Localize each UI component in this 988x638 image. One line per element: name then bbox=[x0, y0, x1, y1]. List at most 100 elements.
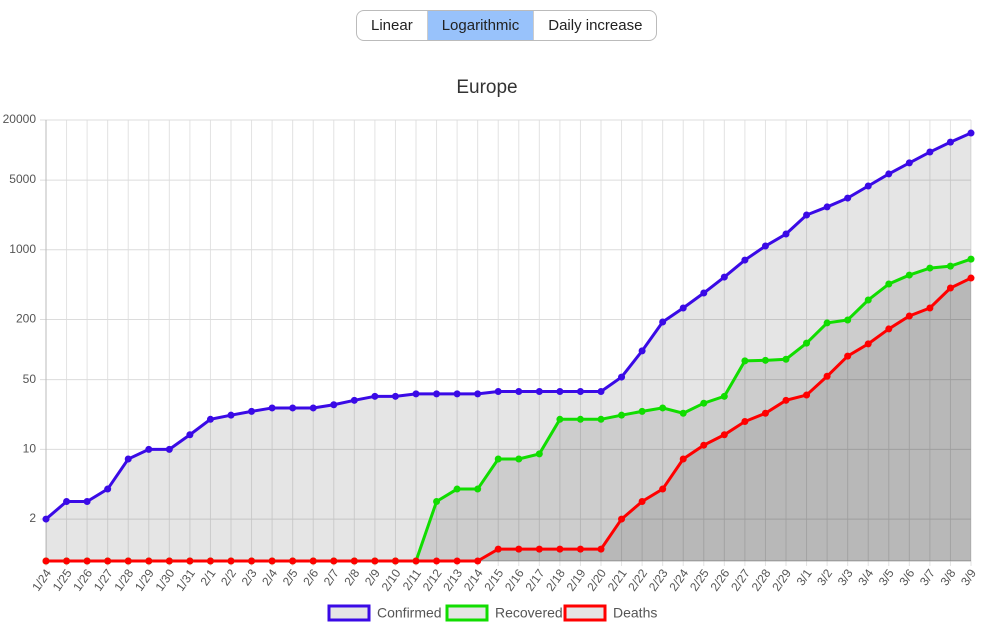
x-tick-label: 1/25 bbox=[50, 566, 75, 593]
x-tick-label: 3/6 bbox=[896, 566, 917, 588]
x-tick-label: 2/25 bbox=[687, 566, 712, 593]
point bbox=[42, 557, 50, 565]
point bbox=[206, 415, 214, 423]
point bbox=[206, 557, 214, 565]
x-tick-label: 1/24 bbox=[29, 566, 54, 593]
point bbox=[145, 557, 153, 565]
point bbox=[391, 392, 399, 400]
x-tick-label: 2/1 bbox=[197, 566, 218, 588]
point bbox=[42, 515, 50, 523]
point bbox=[720, 392, 728, 400]
point bbox=[700, 441, 708, 449]
x-tick-label: 3/7 bbox=[917, 566, 938, 588]
y-tick-label: 50 bbox=[23, 372, 37, 386]
x-tick-label: 2/12 bbox=[420, 566, 445, 593]
point bbox=[823, 319, 831, 327]
y-tick-label: 5000 bbox=[9, 172, 36, 186]
x-tick-label: 2/18 bbox=[543, 566, 568, 593]
x-tick-label: 2/21 bbox=[605, 566, 630, 593]
x-tick-label: 2/22 bbox=[625, 566, 650, 593]
x-tick-label: 3/2 bbox=[814, 566, 835, 588]
y-tick-label: 10 bbox=[23, 442, 37, 456]
point bbox=[453, 485, 461, 493]
point bbox=[165, 557, 173, 565]
point bbox=[268, 404, 276, 412]
point bbox=[905, 159, 913, 167]
point bbox=[515, 545, 523, 553]
point bbox=[803, 211, 811, 219]
point bbox=[844, 316, 852, 324]
point bbox=[371, 557, 379, 565]
point bbox=[659, 318, 667, 326]
x-tick-label: 2/5 bbox=[280, 566, 301, 588]
x-tick-label: 2/17 bbox=[523, 566, 548, 593]
scale-switch: Linear Logarithmic Daily increase bbox=[356, 10, 658, 41]
x-tick-label: 1/31 bbox=[173, 566, 198, 593]
point bbox=[515, 455, 523, 463]
point bbox=[535, 387, 543, 395]
x-tick-label: 1/30 bbox=[153, 566, 178, 593]
x-tick-label: 3/1 bbox=[794, 566, 815, 588]
x-tick-label: 2/19 bbox=[564, 566, 589, 593]
scale-button[interactable]: Logarithmic bbox=[426, 11, 534, 40]
point bbox=[576, 415, 584, 423]
point bbox=[494, 387, 502, 395]
point bbox=[844, 352, 852, 360]
point bbox=[700, 289, 708, 297]
scale-button[interactable]: Linear bbox=[371, 17, 413, 34]
x-tick-label: 2/3 bbox=[239, 566, 260, 588]
point bbox=[679, 409, 687, 417]
chart-title: Europe bbox=[456, 77, 517, 98]
x-tick-label: 2/13 bbox=[440, 566, 465, 593]
point bbox=[679, 304, 687, 312]
point bbox=[391, 557, 399, 565]
point bbox=[474, 390, 482, 398]
point bbox=[576, 387, 584, 395]
point bbox=[576, 545, 584, 553]
x-tick-label: 2/10 bbox=[379, 566, 404, 593]
point bbox=[474, 557, 482, 565]
point bbox=[556, 415, 564, 423]
point bbox=[864, 182, 872, 190]
x-tick-label: 2/14 bbox=[461, 566, 486, 593]
series-line bbox=[46, 276, 972, 563]
point bbox=[330, 557, 338, 565]
scale-button[interactable]: Daily increase bbox=[533, 11, 656, 40]
point bbox=[946, 138, 954, 146]
x-tick-label: 2/16 bbox=[502, 566, 527, 593]
point bbox=[535, 450, 543, 458]
x-tick-label: 2/11 bbox=[400, 566, 425, 593]
x-tick-label: 3/8 bbox=[937, 566, 958, 588]
area bbox=[46, 133, 971, 561]
point bbox=[227, 557, 235, 565]
point bbox=[474, 485, 482, 493]
point bbox=[679, 455, 687, 463]
point bbox=[227, 411, 235, 419]
point bbox=[864, 296, 872, 304]
point bbox=[63, 557, 71, 565]
point bbox=[618, 411, 626, 419]
point bbox=[885, 280, 893, 288]
point bbox=[885, 170, 893, 178]
point bbox=[638, 498, 646, 506]
legend-label: Confirmed bbox=[377, 605, 442, 621]
y-tick-label: 200 bbox=[16, 312, 36, 326]
point bbox=[926, 264, 934, 272]
point bbox=[289, 404, 297, 412]
x-tick-label: 3/3 bbox=[835, 566, 856, 588]
point bbox=[885, 325, 893, 333]
point bbox=[761, 242, 769, 250]
y-tick-label: 1000 bbox=[9, 242, 36, 256]
area bbox=[46, 259, 971, 561]
point bbox=[967, 255, 975, 263]
x-tick-label: 2/27 bbox=[728, 566, 753, 593]
x-tick-label: 2/2 bbox=[218, 566, 239, 588]
x-tick-label: 2/7 bbox=[321, 566, 342, 588]
x-tick-label: 2/26 bbox=[708, 566, 733, 593]
point bbox=[63, 498, 71, 506]
point bbox=[309, 404, 317, 412]
point bbox=[453, 390, 461, 398]
point bbox=[412, 557, 420, 565]
